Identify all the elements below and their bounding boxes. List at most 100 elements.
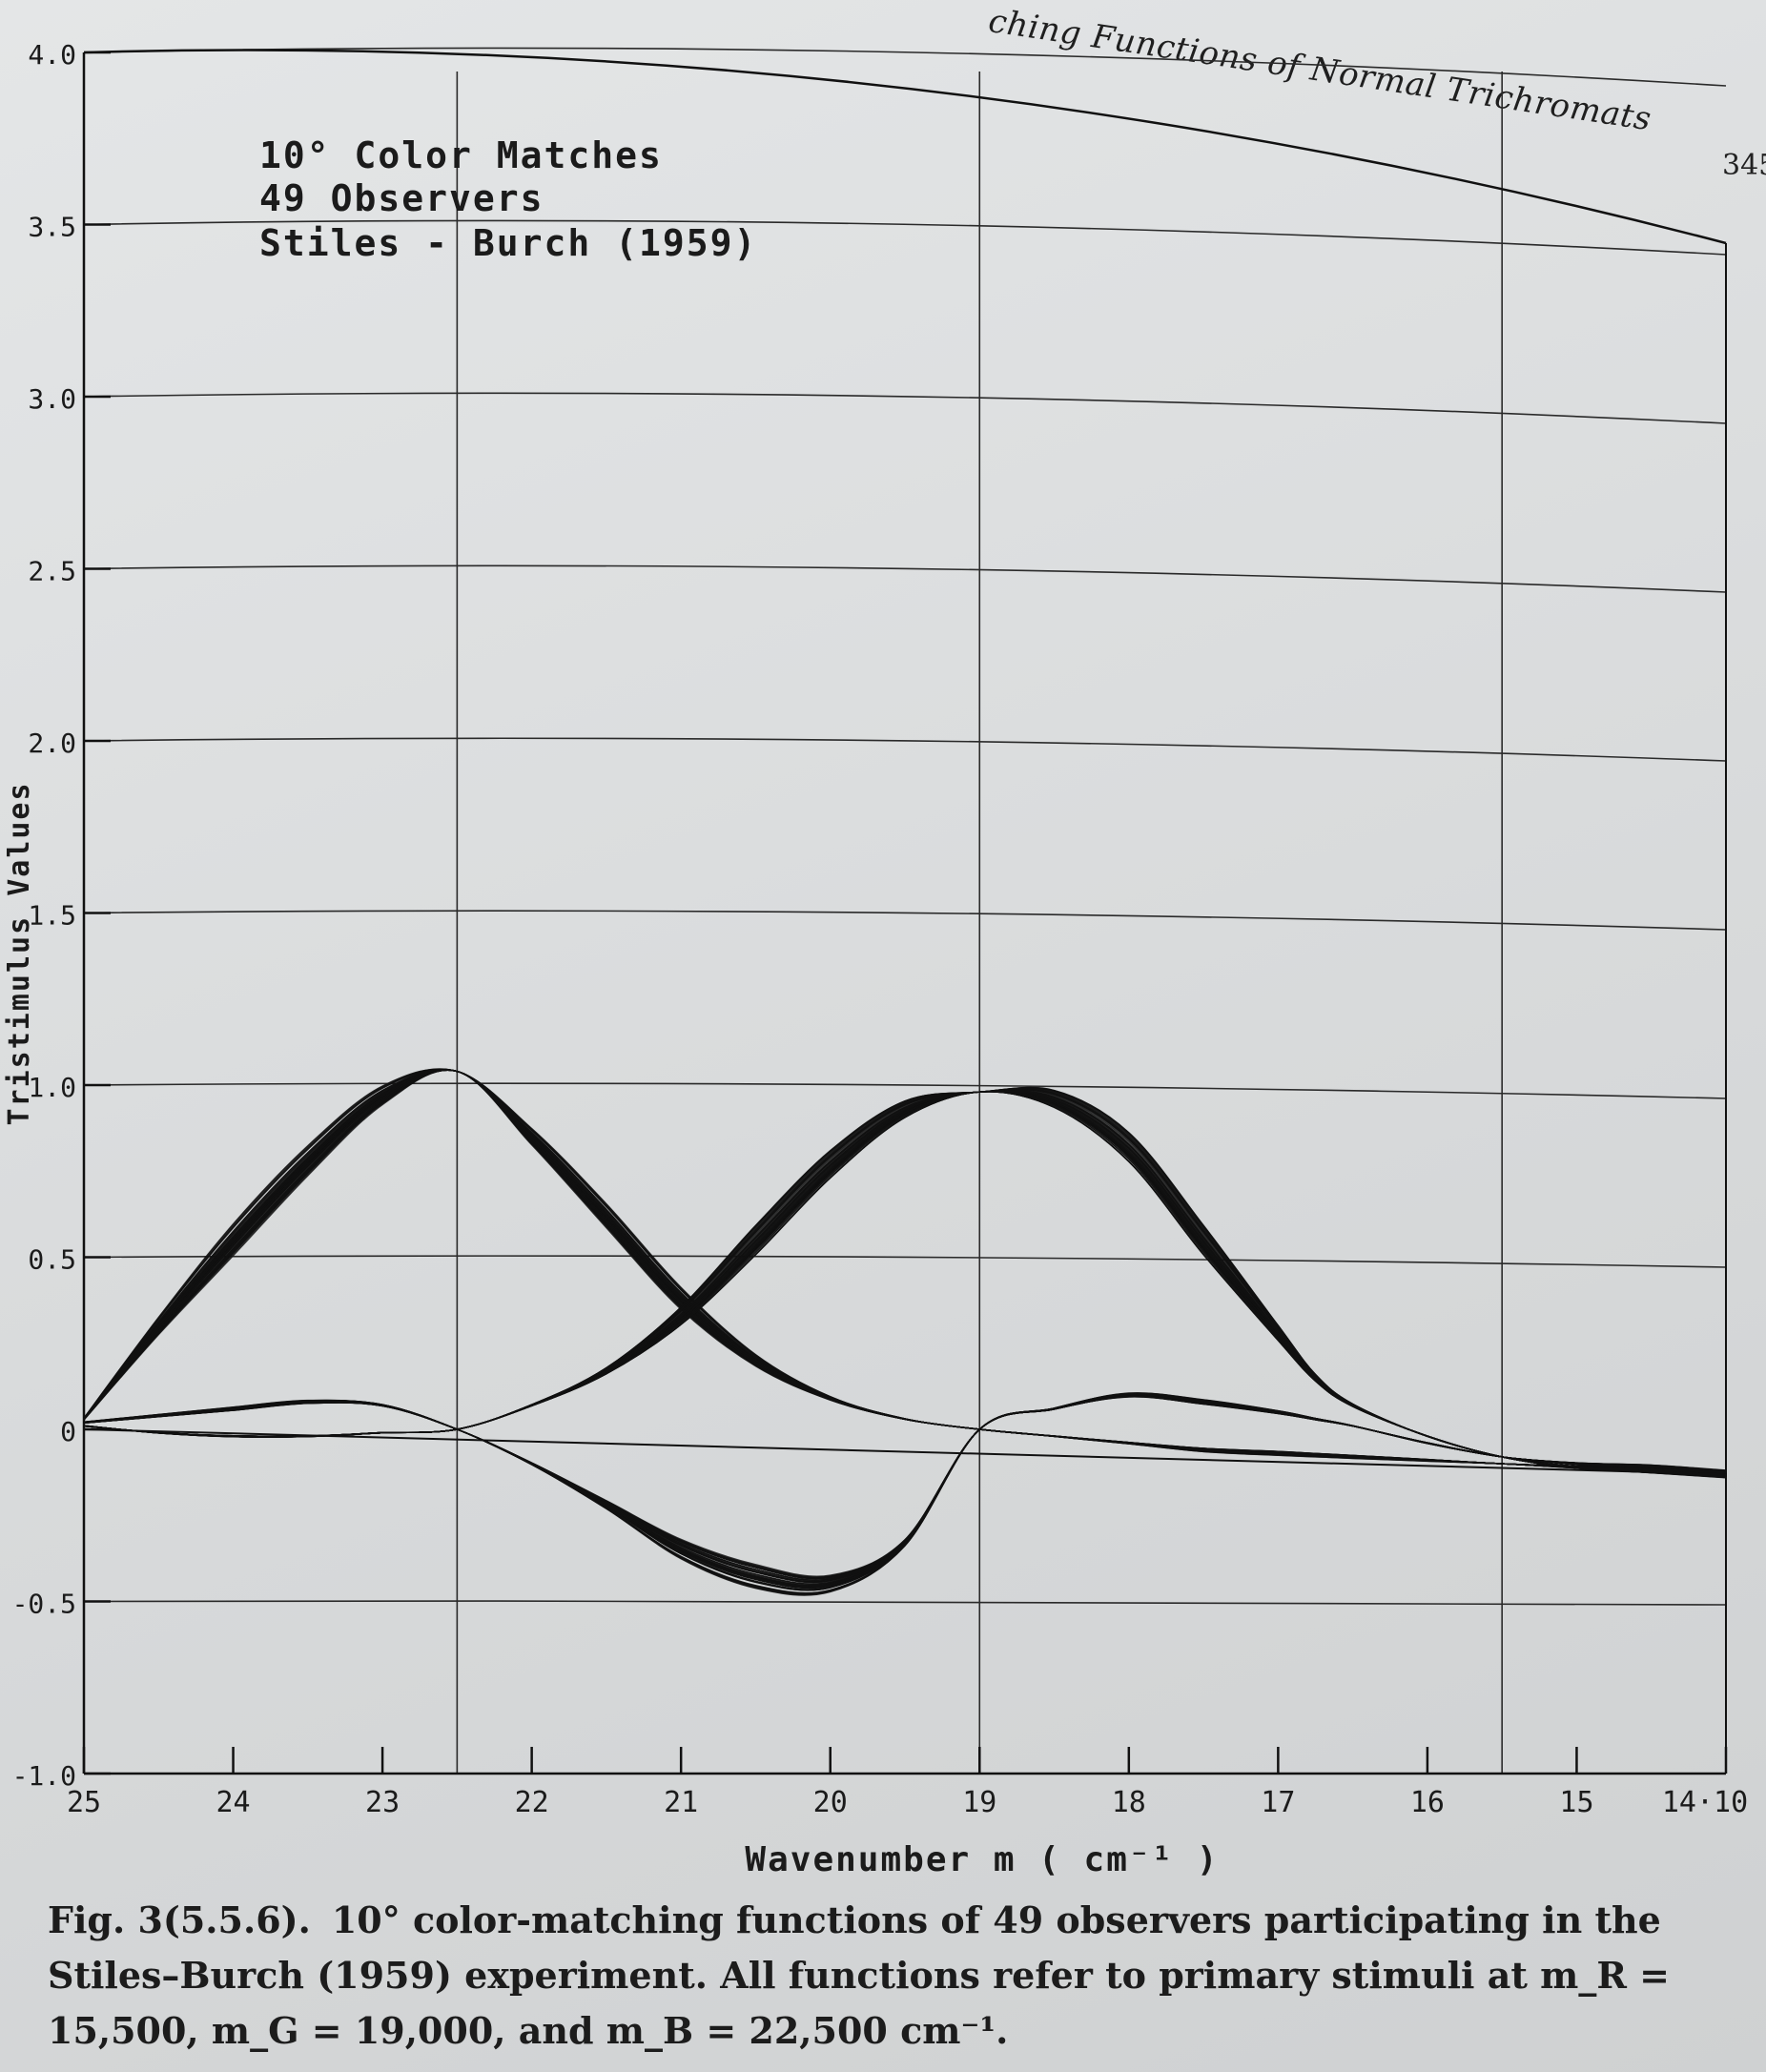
y-tick-label: 3.0 [28,383,76,415]
observer-curve-r [83,1069,1727,1473]
observer-curve-r [83,1069,1727,1472]
y-tick-label: 2.5 [28,556,76,587]
observer-curve-g [83,1392,1727,1595]
observer-curve-g [83,1393,1727,1590]
plot-annotation: 10° Color Matches 49 Observers Stiles - … [259,134,757,264]
observer-curve-b [83,1090,1727,1474]
observer-curve-g [83,1395,1727,1578]
observer-curve-r [83,1069,1727,1473]
observer-curve-g [83,1394,1727,1587]
observer-curve-r [83,1068,1727,1477]
observer-curve-g [83,1395,1727,1578]
x-tick-label: 23 [365,1786,400,1819]
observer-curve-g [83,1396,1727,1581]
chart-grid [83,47,1727,1774]
observer-curve-g [83,1393,1727,1590]
y-tick-label: 4.0 [28,39,76,71]
annotation-line-2: 49 Observers [259,177,544,219]
observer-curve-g [83,1394,1727,1588]
observer-curve-g [83,1394,1727,1587]
annotation-line-1: 10° Color Matches [259,134,663,176]
observer-curve-g [83,1394,1727,1583]
observer-curve-r [83,1068,1727,1479]
caption-text: 10° color-matching functions of 49 obser… [48,1898,1670,2052]
observer-curve-r [83,1068,1727,1478]
observer-curve-r [83,1069,1727,1476]
observer-curve-g [83,1395,1727,1579]
x-tick-label: 14·10 [1662,1786,1748,1819]
observer-curve-g [83,1396,1727,1581]
y-tick-label: 2.0 [28,728,76,759]
observer-curve-r [83,1069,1727,1475]
observer-curve-r [83,1068,1727,1477]
x-tick-label: 20 [813,1786,848,1819]
observer-curve-g [83,1394,1727,1589]
gridline-h [83,910,1727,931]
gridline-h [83,564,1727,593]
observer-curve-g [83,1392,1727,1596]
observer-curve-g [83,1395,1727,1582]
observer-curve-g [83,1396,1727,1580]
observer-curve-g [83,1392,1727,1591]
page-number: 345 [1722,149,1766,182]
observer-curve-g [83,1393,1727,1591]
observer-curve-g [83,1394,1727,1588]
observer-curve-r [83,1068,1727,1476]
gridline-h [83,219,1727,256]
observer-curve-r [83,1069,1727,1473]
observer-curve-r [83,1068,1727,1477]
x-tick-label: 15 [1559,1786,1593,1819]
observer-curve-r [83,1069,1727,1474]
observer-curve-g [83,1395,1727,1584]
y-tick-label: -1.0 [12,1760,76,1792]
top-frame-line [83,49,1727,245]
observer-curve-g [83,1395,1727,1577]
observer-curve-g [83,1393,1727,1585]
observer-curve-r [83,1069,1727,1475]
observer-curve-r [83,1069,1727,1476]
observer-curve-r [83,1069,1727,1474]
observer-curve-g [83,1392,1727,1595]
observer-curve-r [83,1069,1727,1472]
observer-curve-g [83,1393,1727,1590]
observer-curve-g [83,1393,1727,1587]
observer-curve-r [83,1069,1727,1473]
observer-curve-g [83,1393,1727,1587]
observer-curve-g [83,1395,1727,1583]
observer-curve-g [83,1392,1727,1596]
observer-curve-r [83,1068,1727,1478]
observer-curve-r [83,1069,1727,1473]
observer-curve-g [83,1393,1727,1587]
observer-curve-g [83,1393,1727,1591]
y-tick-label: 1.5 [28,900,76,932]
x-tick-label: 25 [67,1786,101,1819]
observer-curve-g [83,1395,1727,1583]
observer-curve-g [83,1394,1727,1586]
x-tick-label: 21 [664,1786,698,1819]
observer-curve-g [83,1393,1727,1585]
x-tick-label: 19 [962,1786,996,1819]
x-tick-label: 16 [1410,1786,1445,1819]
observer-curve-r [83,1069,1727,1472]
observer-curve-r [83,1069,1727,1476]
observer-curve-r [83,1069,1727,1471]
observer-curve-r [83,1069,1727,1474]
chart-plot: -1.0 -0.5 0 0.5 1.0 1.5 2.0 2.5 3.0 3.5 4.0 25 24 23… [3,39,1748,1879]
observer-curve-g [83,1395,1727,1580]
observer-curve-g [83,1395,1727,1580]
observer-curve-r [83,1069,1727,1476]
observer-curve-r [83,1069,1727,1473]
observer-curve-g [83,1395,1727,1579]
observer-curve-r [83,1069,1727,1471]
annotation-line-3: Stiles - Burch (1959) [259,222,757,264]
curve-bundles [83,1068,1727,1596]
y-tick-label: 1.0 [28,1072,76,1103]
observer-curve-r [83,1069,1727,1473]
observer-curve-g [83,1394,1727,1588]
observer-curve-r [83,1069,1727,1474]
y-tick-label: -0.5 [12,1589,76,1620]
observer-curve-r [83,1069,1727,1475]
caption-label: Fig. 3(5.5.6). [48,1898,311,1941]
observer-curve-r [83,1069,1727,1472]
